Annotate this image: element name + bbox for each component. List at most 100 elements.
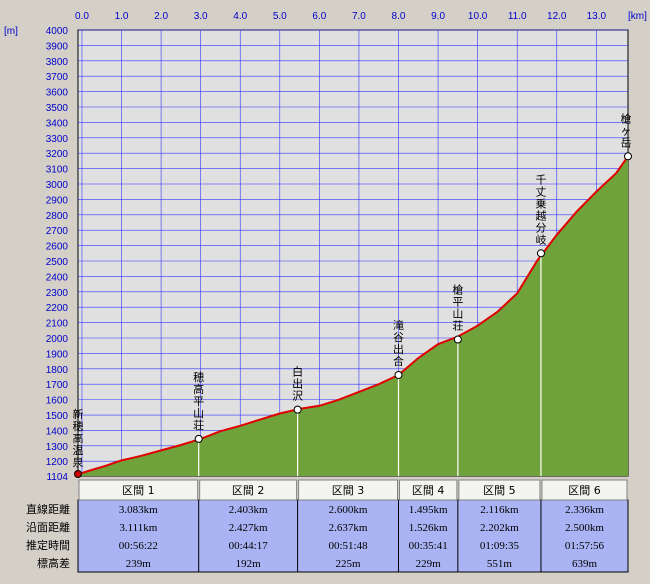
y-tick-label: 2000 (46, 334, 69, 345)
y-tick-label: 1700 (46, 380, 69, 391)
section-value: 3.083km (119, 504, 158, 516)
y-tick-label: 2900 (46, 195, 69, 206)
y-tick-label: 2300 (46, 288, 69, 299)
y-tick-label: 1400 (46, 426, 69, 437)
y-tick-label: 1200 (46, 457, 69, 468)
section-value: 2.427km (229, 522, 268, 534)
waypoint-label: 槍平山荘 (452, 283, 463, 333)
y-tick-label: 3500 (46, 103, 69, 114)
section-value: 01:09:35 (480, 540, 520, 552)
waypoint-marker (194, 434, 203, 443)
y-tick-label: 1500 (46, 411, 69, 422)
section-header-label: 区間 2 (232, 484, 265, 497)
row-header-label: 沿面距離 (26, 520, 70, 534)
section-table-body (77, 499, 629, 573)
x-tick-label: 4.0 (233, 11, 247, 22)
x-tick-label: 10.0 (468, 11, 488, 22)
waypoint-marker (293, 405, 302, 414)
y-tick-label: 3900 (46, 41, 69, 52)
section-header-label: 区間 4 (412, 484, 445, 497)
section-value: 00:51:48 (328, 540, 368, 552)
waypoint-marker (536, 249, 545, 258)
y-tick-label: 3800 (46, 57, 69, 68)
y-tick-label: 2200 (46, 303, 69, 314)
section-value: 3.111km (119, 522, 157, 534)
x-unit-label: [km] (628, 11, 647, 22)
x-tick-label: 3.0 (194, 11, 208, 22)
y-tick-label: 1300 (46, 442, 69, 453)
waypoint-marker (74, 469, 82, 478)
waypoint-label: 白出沢 (292, 365, 303, 403)
row-header-label: 標高差 (37, 556, 70, 570)
profile-area (78, 156, 628, 477)
x-tick-label: 12.0 (547, 11, 567, 22)
section-value: 00:35:41 (409, 540, 448, 552)
section-value: 01:57:56 (565, 540, 605, 552)
section-value: 00:44:17 (229, 540, 269, 552)
y-tick-label: 2700 (46, 226, 69, 237)
y-tick-label: 2100 (46, 319, 69, 330)
row-header-label: 推定時間 (26, 538, 70, 552)
x-tick-label: 2.0 (154, 11, 168, 22)
waypoint-label: 新穂高温泉 (73, 407, 84, 469)
x-tick-label: 9.0 (431, 11, 445, 22)
y-tick-label: 2500 (46, 257, 69, 268)
section-value: 2.500km (565, 522, 604, 534)
y-unit-label: [m] (4, 26, 18, 37)
section-value: 2.336km (565, 504, 604, 516)
y-tick-label: 2800 (46, 211, 69, 222)
section-value: 551m (487, 558, 513, 570)
waypoint-label: 滝谷出合 (393, 319, 404, 368)
section-header (458, 479, 541, 501)
section-value: 239m (126, 558, 152, 570)
y-tick-label: 3700 (46, 72, 69, 83)
section-value: 2.637km (329, 522, 368, 534)
waypoint-label: 千丈乗越分岐 (535, 173, 546, 246)
section-value: 2.403km (229, 504, 268, 516)
section-header-label: 区間 6 (568, 484, 601, 497)
waypoint-marker (394, 370, 403, 379)
waypoint-label: 槍ヶ岳 (621, 111, 632, 149)
waypoint-label: 穂高平山荘 (193, 370, 204, 432)
x-tick-label: 1.0 (115, 11, 129, 22)
waypoint-marker (453, 335, 462, 344)
waypoint-marker (624, 152, 632, 161)
x-tick-label: 6.0 (312, 11, 326, 22)
y-tick-label: 3000 (46, 180, 69, 191)
row-header-label: 直線距離 (26, 502, 70, 516)
section-value: 2.600km (329, 504, 368, 516)
y-tick-label: 2400 (46, 272, 69, 283)
section-value: 192m (236, 558, 262, 570)
section-header-label: 区間 1 (122, 484, 155, 497)
section-value: 1.495km (409, 504, 448, 516)
y-tick-label: 4000 (46, 26, 69, 37)
section-header-label: 区間 3 (332, 484, 365, 497)
section-value: 00:56:22 (119, 540, 158, 552)
x-tick-label: 13.0 (587, 11, 607, 22)
section-value: 2.202km (480, 522, 519, 534)
y-tick-label: 1600 (46, 396, 69, 407)
section-value: 225m (336, 558, 362, 570)
x-tick-label: 7.0 (352, 11, 366, 22)
section-value: 639m (572, 558, 598, 570)
x-tick-label: 0.0 (75, 11, 89, 22)
y-tick-label: 2600 (46, 242, 69, 253)
section-header (399, 479, 458, 501)
y-tick-label: 3200 (46, 149, 69, 160)
section-header (541, 479, 628, 501)
x-tick-label: 5.0 (273, 11, 287, 22)
y-tick-label: 1800 (46, 365, 69, 376)
x-tick-label: 8.0 (392, 11, 406, 22)
section-header (78, 479, 199, 501)
section-value: 229m (416, 558, 442, 570)
y-tick-label: 1900 (46, 349, 69, 360)
y-tick-label: 3300 (46, 134, 69, 145)
y-tick-label: 1104 (46, 472, 68, 483)
x-tick-label: 11.0 (508, 11, 527, 22)
y-tick-label: 3600 (46, 88, 69, 99)
section-value: 2.116km (480, 504, 519, 516)
section-header (298, 479, 399, 501)
y-tick-label: 3400 (46, 118, 69, 129)
